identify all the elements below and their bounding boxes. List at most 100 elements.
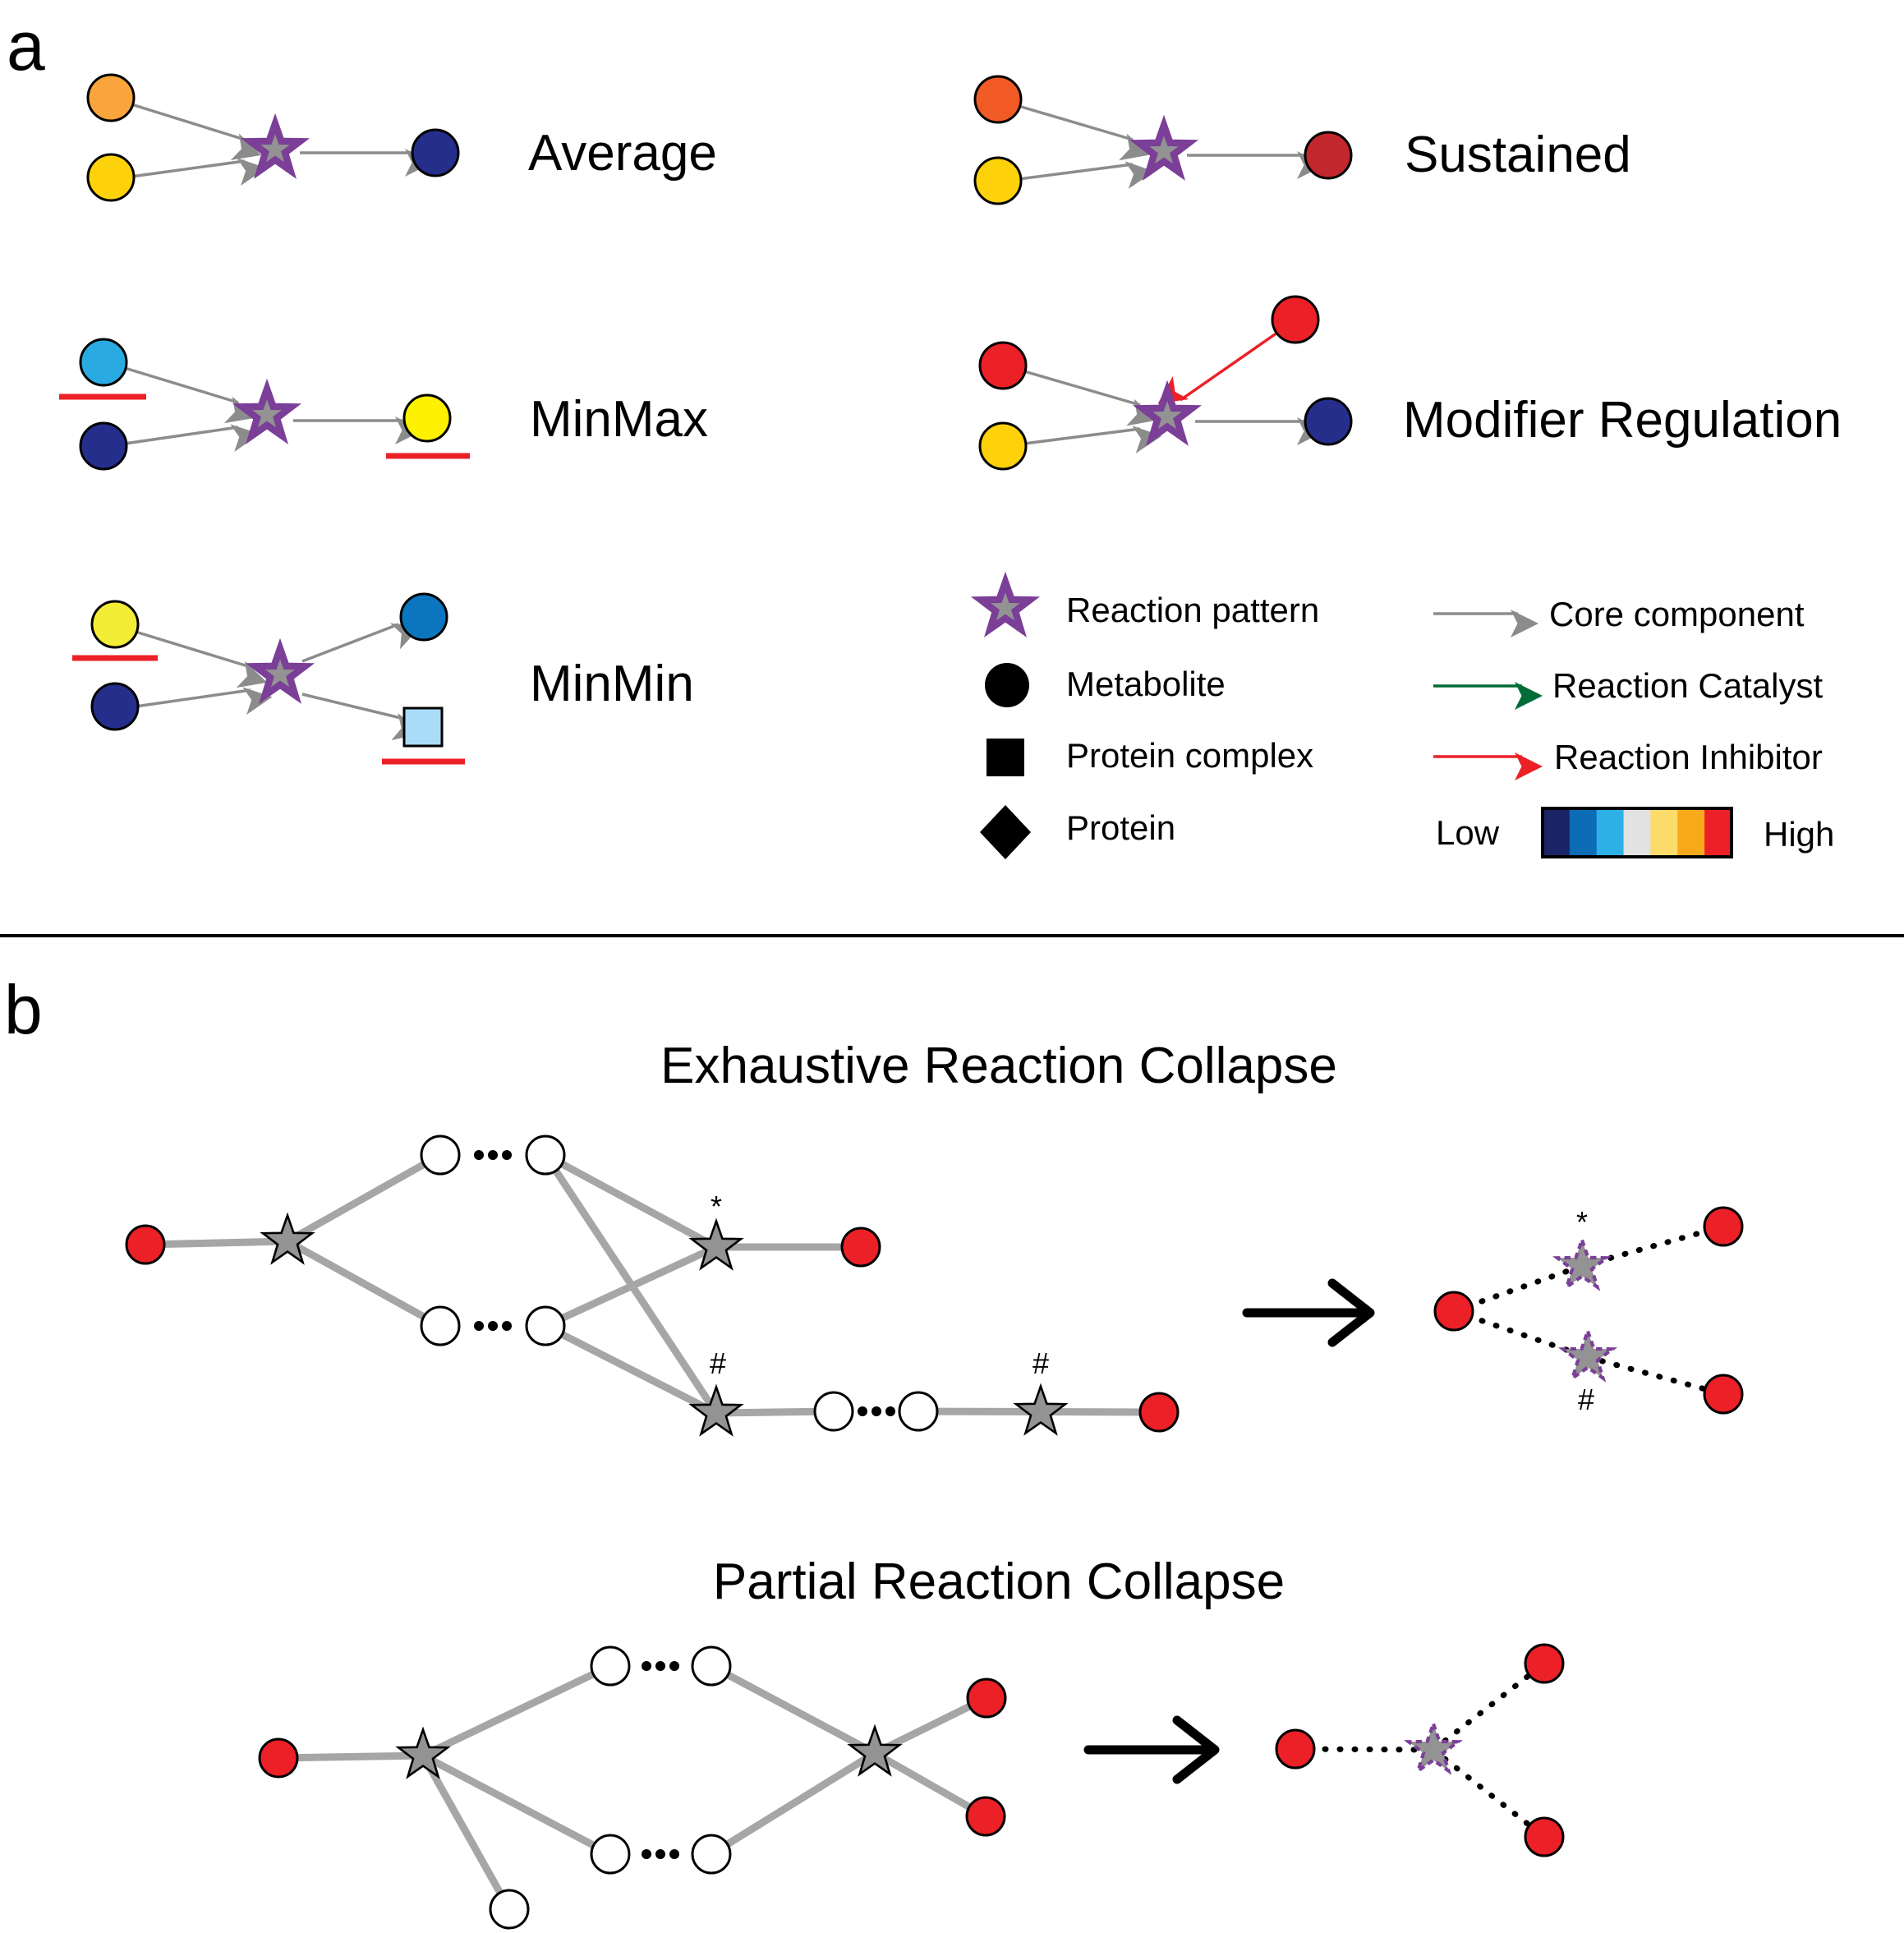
- scale-cell: [1650, 808, 1678, 857]
- metabolite-node: [86, 73, 136, 122]
- partial-collapse-arrow-icon: [1083, 1715, 1220, 1784]
- endpoint-node: [1703, 1374, 1744, 1415]
- scale-low-label: Low: [1436, 813, 1500, 852]
- metabolite-node: [978, 341, 1028, 390]
- endpoint-node: [965, 1796, 1006, 1837]
- metabolite-node: [973, 75, 1023, 124]
- metabolite-node: [1271, 295, 1320, 344]
- reaction-star-icon: [261, 1214, 314, 1263]
- scale-cell: [1596, 808, 1625, 857]
- reaction-star-icon: [255, 649, 305, 696]
- endpoint-node: [1433, 1291, 1474, 1332]
- intermediate-node: [525, 1134, 566, 1176]
- exhaustive-network: * # #: [125, 1134, 1180, 1435]
- reaction-star-icon: [397, 1728, 449, 1778]
- inhibitor-edge: [1157, 331, 1278, 404]
- endpoint-node: [1524, 1643, 1565, 1684]
- pattern-label-minmax: MinMax: [530, 391, 708, 448]
- edge: [135, 687, 273, 715]
- exhaustive-collapsed: * #: [1433, 1205, 1744, 1416]
- endpoint-node: [125, 1224, 166, 1265]
- legend-protein: Protein: [1066, 808, 1175, 847]
- scale-high-label: High: [1764, 815, 1834, 854]
- endpoint-node: [840, 1227, 881, 1268]
- metabolite-icon: [985, 663, 1029, 707]
- mark-hash: #: [1578, 1383, 1594, 1416]
- metabolite-node: [399, 592, 448, 642]
- edge: [301, 693, 422, 741]
- endpoint-node: [258, 1737, 299, 1779]
- panel-a-letter: a: [7, 7, 45, 85]
- collapsed-reaction-star-icon: [1557, 1240, 1607, 1287]
- intermediate-node: [691, 1645, 732, 1687]
- reaction-star-icon: [1139, 126, 1189, 173]
- edge: [124, 424, 260, 452]
- metabolite-node: [86, 153, 136, 202]
- reaction-star-icon: [690, 1386, 743, 1435]
- edge: [1018, 104, 1150, 161]
- shape-legend: Reaction pattern Metabolite Protein comp…: [980, 582, 1319, 859]
- protein-complex-icon: [986, 739, 1024, 776]
- metabolite-node: [90, 682, 140, 731]
- scale-cell: [1569, 808, 1598, 857]
- endpoint-node: [1703, 1206, 1744, 1247]
- exhaustive-title: Exhaustive Reaction Collapse: [660, 1038, 1337, 1094]
- partial-title: Partial Reaction Collapse: [713, 1553, 1285, 1610]
- intermediate-node: [489, 1889, 530, 1930]
- edge: [131, 103, 262, 161]
- protein-icon: [980, 805, 1031, 859]
- scale-cell: [1543, 808, 1571, 857]
- metabolite-node: [978, 421, 1028, 471]
- mark-hash: #: [710, 1346, 726, 1380]
- mark-hash: #: [1032, 1346, 1049, 1380]
- endpoint-node: [966, 1678, 1007, 1719]
- intermediate-node: [691, 1834, 732, 1875]
- intermediate-node: [813, 1391, 854, 1432]
- edge: [131, 158, 267, 186]
- intermediate-node: [590, 1834, 631, 1875]
- panel-b-letter: b: [4, 971, 43, 1048]
- intermediate-node: [590, 1645, 631, 1687]
- metabolite-node: [411, 128, 460, 177]
- reaction-star-icon: [251, 124, 300, 171]
- partial-collapsed: [1275, 1643, 1565, 1857]
- edge: [301, 623, 421, 663]
- scale-cell: [1623, 808, 1651, 857]
- edge: [135, 630, 268, 688]
- edge: [1023, 426, 1162, 453]
- minmin-pattern: MinMin: [72, 592, 694, 765]
- reaction-star-icon: [690, 1220, 743, 1269]
- color-scale: Low High: [1436, 807, 1834, 858]
- scale-frame: [1541, 807, 1733, 858]
- edge: [1023, 370, 1157, 426]
- modifier-regulation-pattern: Modifier Regulation: [978, 295, 1842, 471]
- reaction-star-icon: [1014, 1385, 1067, 1434]
- ellipsis-dots: [474, 1150, 895, 1416]
- legend-reaction-pattern: Reaction pattern: [1066, 591, 1319, 629]
- pattern-label-modifier-regulation: Modifier Regulation: [1403, 392, 1842, 449]
- reaction-star-icon: [242, 389, 292, 436]
- exhaustive-collapse-arrow-icon: [1242, 1278, 1375, 1347]
- mark-asterisk: *: [1576, 1205, 1588, 1239]
- edge: [124, 366, 255, 424]
- pattern-label-sustained: Sustained: [1405, 127, 1631, 183]
- legend-reaction-inhibitor: Reaction Inhibitor: [1554, 738, 1823, 776]
- scale-cell: [1677, 808, 1705, 857]
- scale-cells: [1543, 808, 1732, 857]
- intermediate-node: [420, 1305, 461, 1346]
- metabolite-node: [1304, 131, 1353, 180]
- legend-core-component: Core component: [1549, 595, 1805, 633]
- intermediate-node: [525, 1305, 566, 1346]
- endpoint-node: [1138, 1392, 1180, 1433]
- intermediate-node: [420, 1134, 461, 1176]
- intermediate-node: [898, 1391, 939, 1432]
- metabolite-node: [973, 156, 1023, 205]
- scale-cell: [1704, 808, 1732, 857]
- collapsed-reaction-star-icon: [1563, 1332, 1612, 1378]
- edge-legend: Core component Reaction Catalyst Reactio…: [1433, 595, 1823, 781]
- collapsed-reaction-star-icon: [1409, 1724, 1458, 1771]
- metabolite-node: [402, 394, 452, 443]
- average-pattern: Average: [86, 73, 717, 202]
- endpoint-node: [1524, 1816, 1565, 1857]
